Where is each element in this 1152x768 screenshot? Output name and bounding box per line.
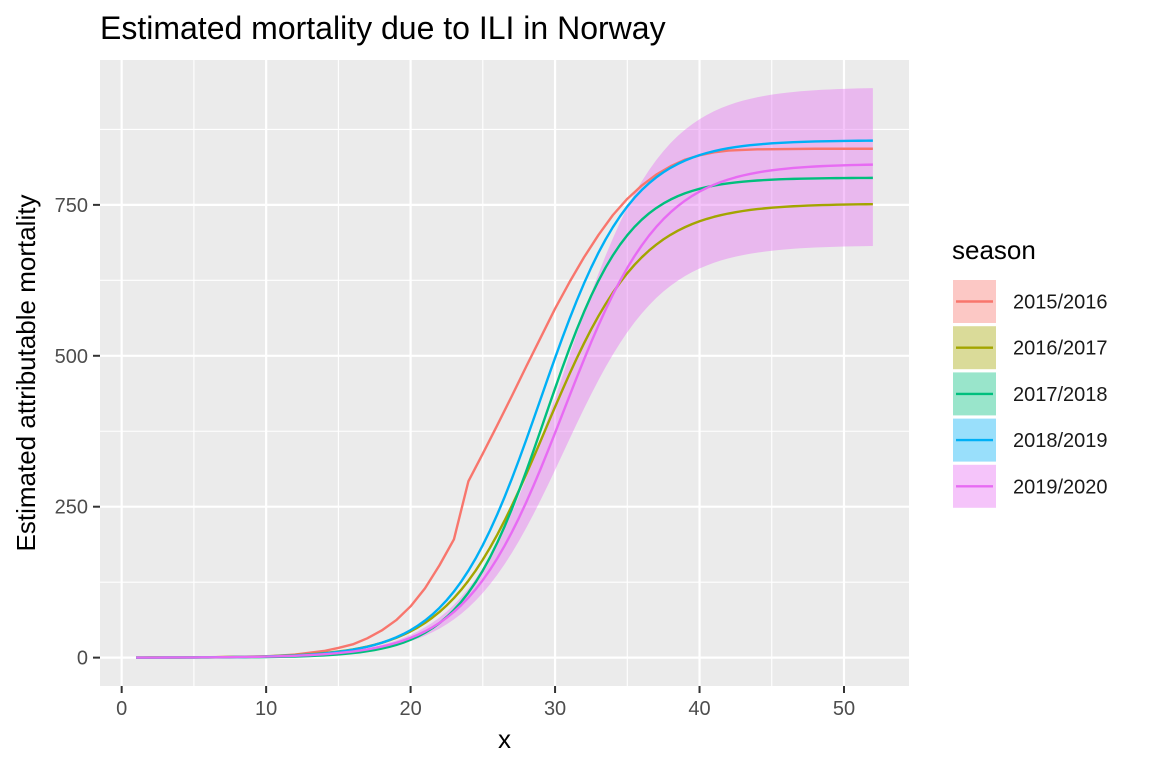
legend-title: season: [952, 235, 1036, 265]
y-axis-title: Estimated attributable mortality: [11, 195, 41, 552]
series-lines: [136, 139, 873, 659]
x-axis-title: x: [498, 724, 511, 754]
legend-item: 2017/2018: [951, 370, 1108, 418]
x-tick-label: 40: [688, 698, 710, 720]
x-axis: 0 10 20 30 40 50: [116, 686, 855, 720]
x-tick-label: 50: [833, 698, 855, 720]
y-tick-label: 0: [77, 648, 88, 670]
x-tick-label: 10: [255, 698, 277, 720]
line-2019-2020: [136, 163, 873, 659]
chart-title: Estimated mortality due to ILI in Norway: [100, 10, 666, 46]
y-tick-label: 500: [55, 346, 88, 368]
x-tick-label: 0: [116, 698, 127, 720]
x-tick-label: 30: [544, 698, 566, 720]
y-tick-label: 750: [55, 195, 88, 217]
legend-label: 2019/2020: [1013, 476, 1108, 498]
legend-item: 2015/2016: [951, 278, 1108, 325]
x-tick-label: 20: [399, 698, 421, 720]
minor-gridlines: [100, 60, 909, 686]
legend-label: 2018/2019: [1013, 430, 1108, 452]
legend-label: 2017/2018: [1013, 384, 1108, 406]
legend-label: 2016/2017: [1013, 338, 1108, 360]
legend-item: 2018/2019: [951, 416, 1108, 464]
y-tick-label: 250: [55, 497, 88, 519]
confidence-ribbons: [136, 88, 873, 658]
legend-label: 2015/2016: [1013, 292, 1108, 314]
y-axis: 0 250 500 750: [55, 195, 100, 670]
legend: season 2015/2016 2016/2017 2017/2018 2018/2…: [951, 235, 1108, 510]
legend-item: 2019/2020: [951, 462, 1108, 510]
ribbon-2019-2020: [136, 88, 873, 658]
legend-item: 2016/2017: [951, 324, 1108, 372]
